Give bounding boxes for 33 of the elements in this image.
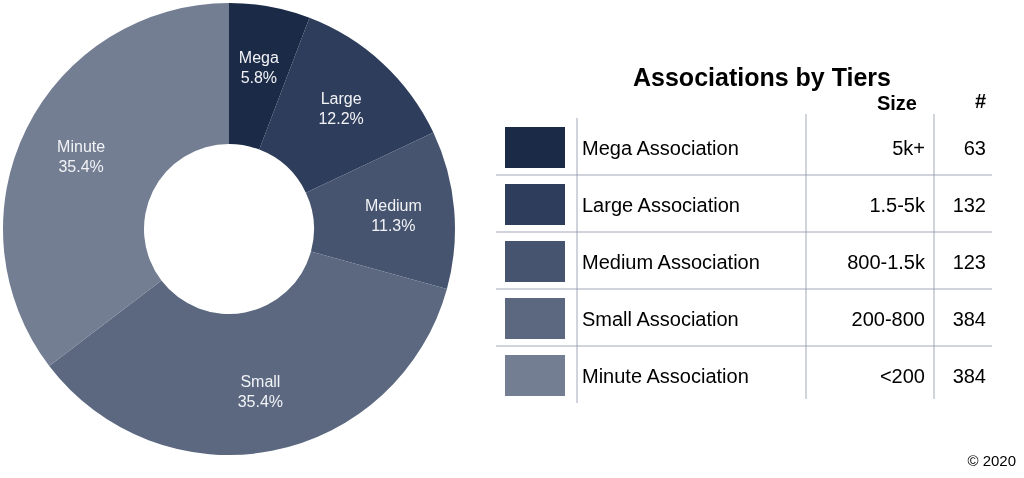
- slice-label: Mega: [238, 48, 279, 66]
- data-label: 12.2%: [318, 109, 364, 127]
- donut-slice: [3, 3, 229, 366]
- data-label: 5.8%: [240, 68, 278, 86]
- text: © 2020: [967, 452, 1016, 469]
- category-label: Minute Association: [582, 365, 749, 387]
- text: 200-800: [851, 308, 925, 330]
- category-label: Mega Association: [582, 137, 739, 159]
- slice-label: Minute: [57, 137, 106, 155]
- data-label: 11.3%: [371, 216, 416, 234]
- data-label: 63: [963, 137, 986, 159]
- text: Associations by Tiers: [633, 63, 891, 91]
- donut-slice: [49, 251, 447, 455]
- donut-slice: [229, 3, 310, 150]
- slice-label: Medium: [364, 196, 422, 214]
- text: 1.5-5k: [869, 194, 925, 216]
- data-label: 384: [952, 308, 986, 330]
- text: 5k+: [892, 137, 925, 159]
- data-label: 384: [952, 365, 986, 387]
- donut-slice: [305, 132, 455, 289]
- category-label: Small Association: [582, 308, 739, 330]
- slice-label: Small: [240, 372, 281, 390]
- data-label: 35.4%: [237, 392, 284, 410]
- slice-label: Large: [320, 89, 362, 107]
- category-label: Medium Association: [582, 251, 760, 273]
- data-label: 132: [952, 194, 986, 216]
- text: #: [974, 90, 986, 112]
- text: 800-1.5k: [847, 251, 925, 273]
- text: Size: [876, 92, 917, 114]
- text: <200: [879, 365, 925, 387]
- data-label: 35.4%: [58, 157, 104, 175]
- category-label: Large Association: [582, 194, 740, 216]
- data-label: 123: [952, 251, 986, 273]
